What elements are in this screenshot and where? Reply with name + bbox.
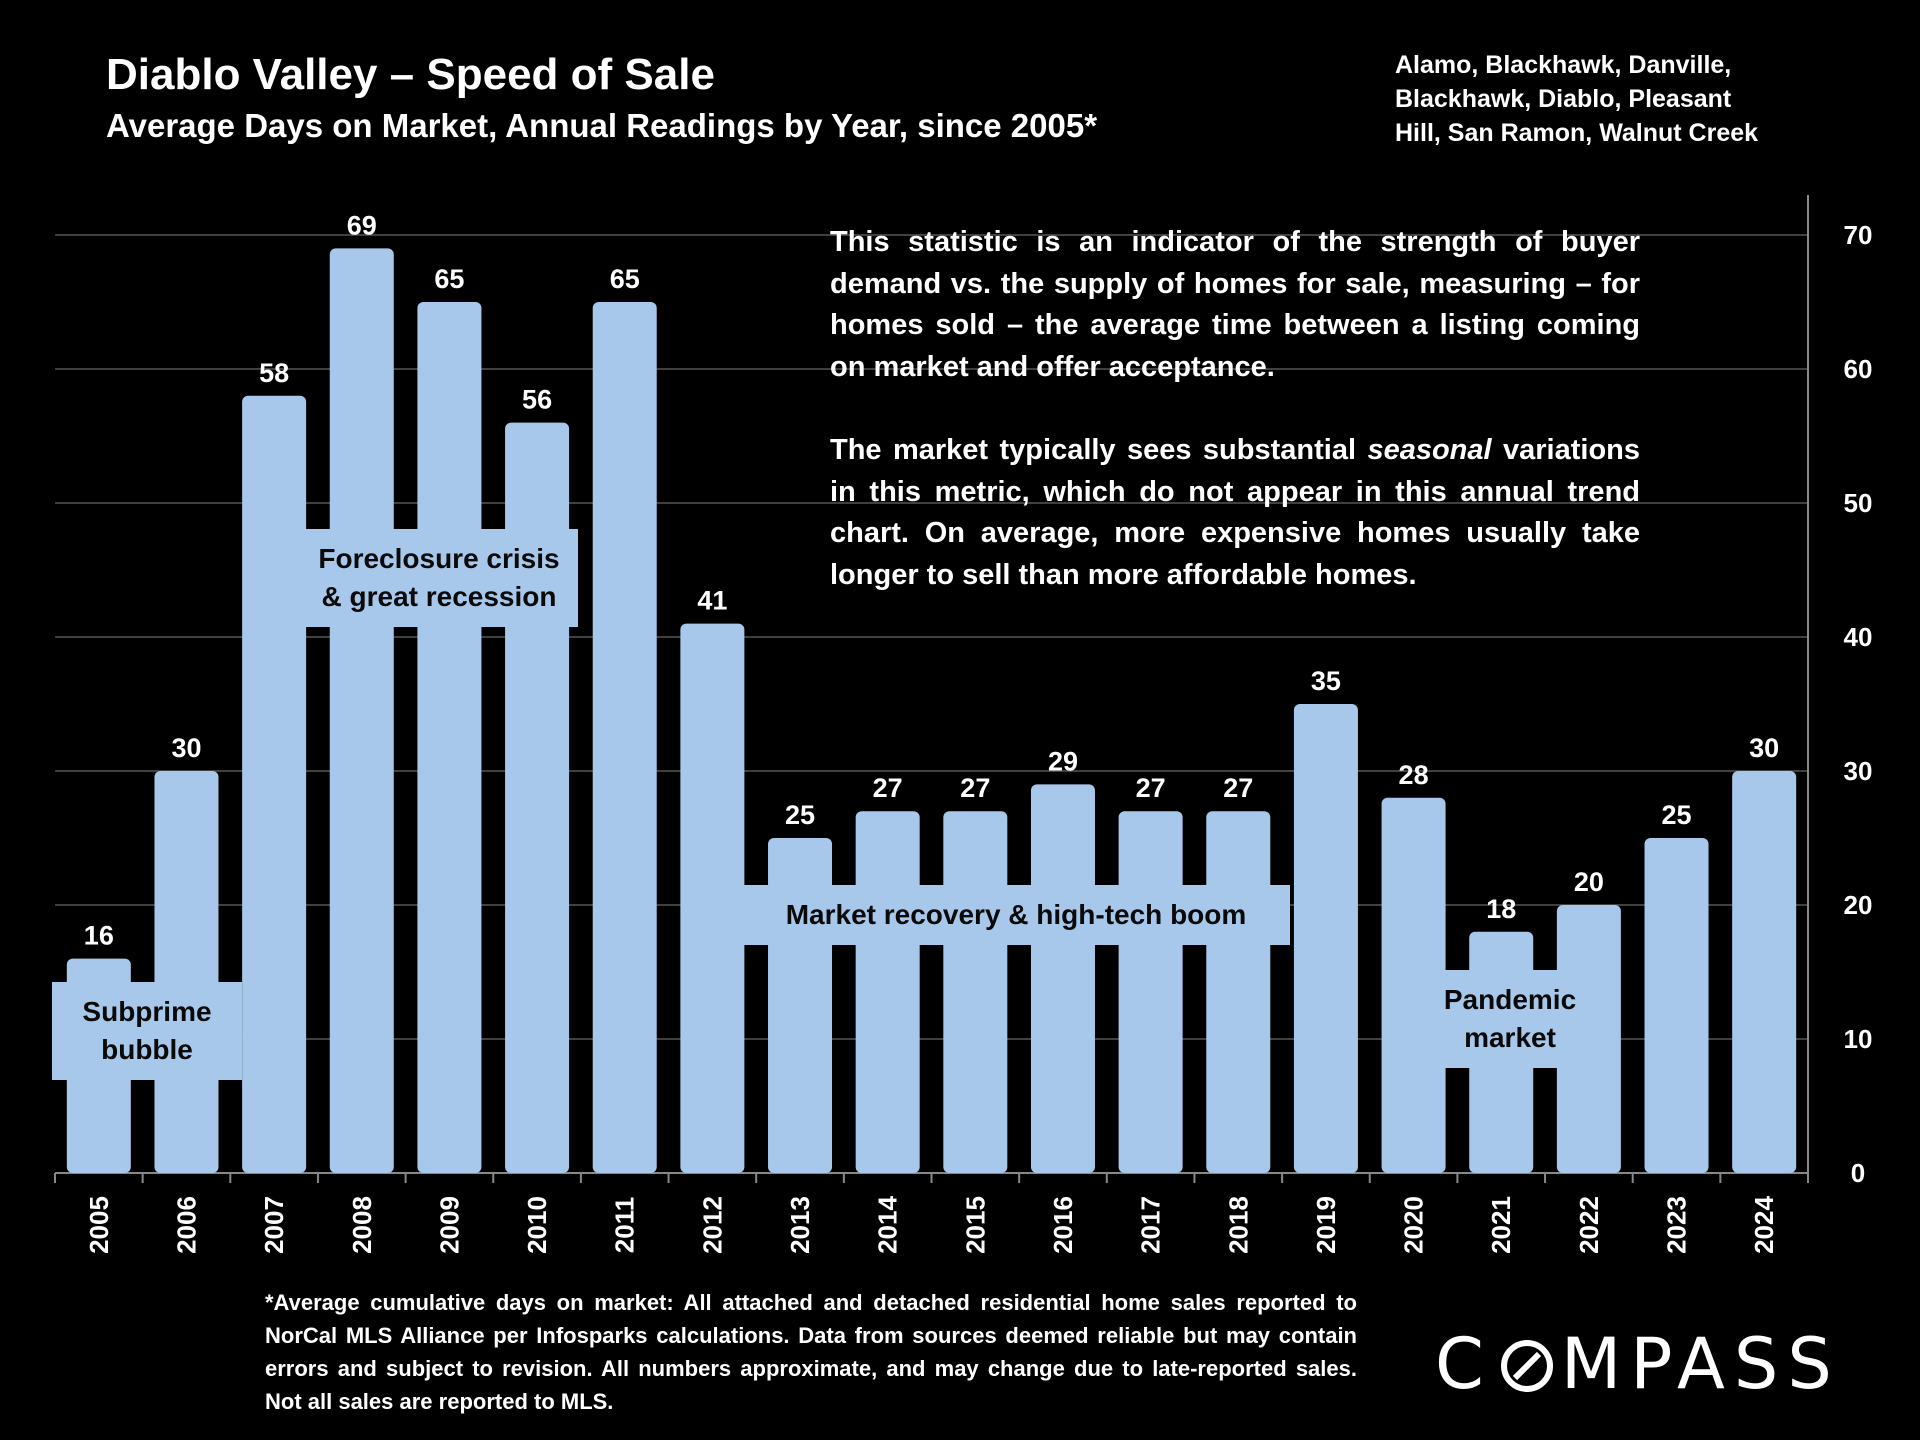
annotation-pandemic-market: Pandemic market (1410, 970, 1610, 1068)
x-tick-label: 2009 (434, 1196, 464, 1254)
data-label: 65 (434, 264, 464, 294)
annotation-foreclosure-line-1: Foreclosure crisis (318, 543, 560, 574)
bar (1206, 811, 1271, 1173)
annotation-subprime-line-2: bubble (101, 1034, 193, 1065)
bar (417, 302, 482, 1173)
data-label: 27 (960, 773, 990, 803)
data-label: 20 (1574, 867, 1604, 897)
x-tick-label: 2015 (960, 1196, 990, 1254)
x-tick-label: 2019 (1311, 1196, 1341, 1254)
bar (855, 811, 920, 1173)
bar (1030, 784, 1095, 1173)
data-label: 35 (1311, 666, 1341, 696)
logo-o-icon (1500, 1340, 1553, 1392)
info-paragraph-2-end: variations in this metric, which do not … (830, 434, 1640, 591)
data-label: 41 (697, 586, 727, 616)
data-label: 18 (1486, 894, 1516, 924)
bar (1732, 771, 1797, 1173)
info-paragraph-1: This statistic is an indicator of the st… (830, 226, 1640, 383)
data-label: 69 (347, 210, 377, 240)
data-label: 27 (873, 773, 903, 803)
compass-logo: C MPASS (1435, 1323, 1841, 1405)
x-tick-label: 2023 (1662, 1196, 1692, 1254)
annotation-pandemic-line-1: Pandemic (1443, 984, 1577, 1015)
data-label: 30 (1749, 733, 1779, 763)
y-tick-label: 10 (1844, 1024, 1873, 1054)
x-tick-label: 2020 (1399, 1196, 1429, 1254)
x-tick-label: 2007 (259, 1196, 289, 1254)
y-tick-label: 0 (1851, 1158, 1865, 1188)
data-label: 27 (1223, 773, 1253, 803)
logo-text-start: C (1435, 1323, 1493, 1405)
annotation-pandemic-line-2: market (1464, 1022, 1556, 1053)
data-label: 65 (610, 264, 640, 294)
x-tick-label: 2024 (1749, 1196, 1779, 1254)
bar (1293, 704, 1358, 1173)
cities-line-1: Alamo, Blackhawk, Danville, (1395, 51, 1732, 79)
y-tick-label: 70 (1844, 220, 1873, 250)
bar (329, 248, 394, 1173)
x-tick-label: 2011 (610, 1197, 640, 1253)
bar (154, 771, 219, 1173)
y-tick-label: 60 (1844, 354, 1873, 384)
data-label: 25 (1662, 800, 1692, 830)
data-label: 16 (84, 921, 114, 951)
info-paragraph-2-start: The market typically sees substantial (830, 434, 1368, 466)
data-label: 56 (522, 385, 552, 415)
x-tick-label: 2017 (1136, 1196, 1166, 1254)
data-label: 25 (785, 800, 815, 830)
annotation-foreclosure-line-2: & great recession (321, 581, 557, 612)
x-tick-label: 2021 (1486, 1196, 1516, 1254)
y-tick-label: 40 (1844, 622, 1873, 652)
x-tick-label: 2008 (347, 1196, 377, 1254)
cities-line-3: Hill, San Ramon, Walnut Creek (1395, 119, 1759, 147)
bar (1118, 811, 1183, 1173)
info-text: This statistic is an indicator of the st… (830, 222, 1640, 638)
cities-list: Alamo, Blackhawk, Danville, Blackhawk, D… (1395, 48, 1777, 150)
x-tick-label: 2010 (522, 1196, 552, 1254)
x-tick-label: 2018 (1223, 1196, 1253, 1254)
x-tick-label: 2005 (84, 1196, 114, 1254)
bar (943, 811, 1008, 1173)
annotation-foreclosure-crisis: Foreclosure crisis & great recession (300, 529, 578, 627)
x-tick-label: 2022 (1574, 1196, 1604, 1254)
annotation-market-recovery: Market recovery & high-tech boom (742, 885, 1290, 945)
chart-subtitle: Average Days on Market, Annual Readings … (106, 107, 1098, 144)
y-tick-label: 50 (1844, 488, 1873, 518)
footnote: *Average cumulative days on market: All … (265, 1290, 1357, 1414)
x-tick-label: 2014 (873, 1196, 903, 1254)
bar (242, 395, 307, 1173)
annotation-recovery-text: Market recovery & high-tech boom (785, 899, 1247, 930)
cities-line-2: Blackhawk, Diablo, Pleasant (1395, 85, 1732, 113)
bar-chart: 0 10 20 30 40 50 60 70 16 2005 30 2006 58 2007 69 2008 6… (54, 195, 1873, 1254)
x-tick-label: 2016 (1048, 1196, 1078, 1254)
annotation-subprime-line-1: Subprime (82, 996, 212, 1027)
info-paragraph-2-emphasis: seasonal (1367, 434, 1492, 466)
data-label: 30 (171, 733, 201, 763)
data-label: 58 (259, 358, 289, 388)
y-tick-label: 30 (1844, 756, 1873, 786)
bar (592, 302, 657, 1173)
logo-text-end: MPASS (1560, 1323, 1841, 1405)
bar (1644, 838, 1709, 1173)
data-label: 27 (1136, 773, 1166, 803)
x-tick-label: 2013 (785, 1196, 815, 1254)
chart-title: Diablo Valley – Speed of Sale (106, 50, 715, 99)
annotation-subprime-bubble: Subprime bubble (52, 982, 242, 1080)
x-tick-label: 2006 (171, 1196, 201, 1254)
data-label: 28 (1399, 760, 1429, 790)
bar (680, 623, 745, 1173)
info-paragraph-2: The market typically sees substantial se… (830, 430, 1640, 596)
x-tick-label: 2012 (697, 1196, 727, 1254)
y-tick-label: 20 (1844, 890, 1873, 920)
data-label: 29 (1048, 746, 1078, 776)
